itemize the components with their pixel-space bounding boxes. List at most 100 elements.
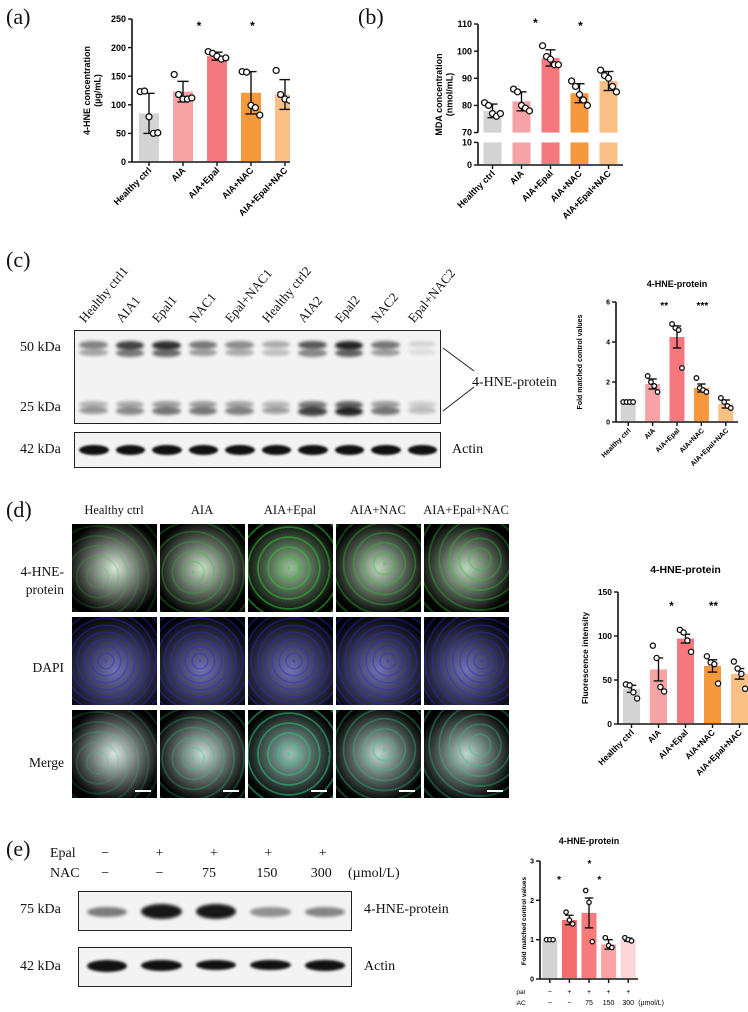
svg-text:Healthy ctrl: Healthy ctrl (455, 168, 497, 210)
svg-text:*: * (597, 875, 601, 886)
protein-band (371, 407, 400, 415)
svg-text:**: ** (709, 601, 718, 613)
protein-band (261, 349, 290, 356)
svg-text:*: * (588, 859, 592, 870)
svg-text:70: 70 (462, 128, 472, 138)
svg-text:50: 50 (603, 675, 613, 685)
svg-text:−: − (567, 1000, 571, 1007)
svg-text:*: * (669, 601, 674, 613)
protein-band (261, 401, 290, 408)
protein-band (225, 349, 254, 357)
nac-condition: 75 (202, 866, 216, 881)
protein-band (188, 407, 217, 415)
actin-band (225, 445, 255, 455)
actin-band (407, 445, 437, 455)
svg-text:100: 100 (598, 631, 612, 641)
if-image-4hne (160, 524, 245, 612)
chart-d-fluorescence-intensity: 0 50 100 150 Fluorescence intensity 4-HNE-pro… (580, 564, 748, 778)
svg-text:6: 6 (606, 299, 610, 306)
protein-band (371, 401, 400, 409)
protein-band (334, 401, 363, 410)
protein-band (152, 407, 181, 415)
scale-bar (223, 790, 239, 792)
row-label-4hne-line1: 4-HNE- (20, 564, 65, 579)
svg-text:AIA: AIA (645, 727, 662, 744)
protein-band (250, 907, 291, 917)
protein-band (371, 341, 400, 349)
svg-text:50: 50 (116, 129, 126, 139)
svg-text:Healthy ctrl: Healthy ctrl (596, 727, 636, 767)
protein-band (261, 407, 290, 415)
epal-condition: + (264, 846, 273, 861)
svg-text:AIA+Epal: AIA+Epal (186, 165, 221, 200)
protein-band (152, 341, 181, 350)
protein-band (79, 407, 108, 415)
protein-band (407, 407, 436, 414)
panel-label-c: (c) (6, 247, 31, 272)
target-label-e: 4-HNE-protein (364, 902, 449, 917)
svg-text:**: ** (660, 301, 668, 312)
scale-bar (311, 790, 327, 792)
nac-unit-label: (µmol/L) (348, 866, 400, 881)
lane-label: Epal+NAC2 (404, 265, 458, 326)
protein-band (188, 401, 217, 409)
column-label: Healthy ctrl (84, 503, 144, 517)
nac-condition: 150 (256, 866, 278, 881)
scale-bar (487, 790, 503, 792)
svg-text:200: 200 (111, 43, 126, 53)
blot-4hne-protein (74, 330, 441, 424)
protein-band (152, 349, 181, 357)
svg-text:3: 3 (530, 858, 534, 865)
actin-band (261, 445, 291, 455)
protein-band (195, 904, 237, 919)
if-image-merge (248, 710, 333, 798)
mw-75-label: 75 kDa (20, 902, 61, 917)
column-label: AIA+NAC (350, 503, 406, 517)
row-label-merge: Merge (29, 755, 64, 770)
svg-text:100: 100 (111, 100, 126, 110)
lane-label: AIA1 (112, 293, 144, 326)
if-image-merge (424, 710, 509, 798)
svg-text:*: * (557, 875, 561, 886)
svg-text:*: * (578, 19, 583, 33)
svg-text:Healthy ctrl: Healthy ctrl (112, 165, 154, 207)
actin-band (250, 960, 291, 971)
protein-band (371, 349, 400, 357)
actin-band (304, 960, 345, 971)
svg-text:0: 0 (607, 719, 612, 729)
protein-band (141, 904, 182, 919)
svg-text:10: 10 (462, 138, 472, 148)
svg-text:+: + (626, 989, 630, 996)
blot-e-4hne-protein (78, 891, 352, 931)
chart-a-4hne-concentration: 0 50 100 150 200 250 4-HNE concentration(µg/mL… (82, 14, 290, 218)
protein-band (261, 341, 290, 349)
if-image-4hne (336, 524, 421, 612)
if-image-dapi (248, 617, 333, 705)
actin-band (195, 960, 237, 971)
lane-label: Epal1 (148, 292, 180, 326)
protein-band (115, 407, 144, 415)
actin-band (87, 960, 128, 972)
svg-text:250: 250 (111, 14, 126, 24)
svg-text:100: 100 (457, 46, 472, 56)
svg-text:Fold matched control values: Fold matched control values (577, 314, 584, 409)
mw-25-label: 25 kDa (20, 400, 61, 415)
protein-band (115, 349, 144, 357)
svg-text:4-HNE-protein: 4-HNE-protein (647, 279, 708, 289)
svg-text:2: 2 (606, 379, 610, 386)
protein-band (225, 341, 254, 349)
svg-text:2: 2 (530, 898, 534, 905)
svg-text:4-HNE concentration(µg/mL): 4-HNE concentration(µg/mL) (82, 46, 102, 135)
protein-band (334, 349, 363, 358)
svg-text:4-HNE-protein: 4-HNE-protein (559, 836, 620, 846)
column-label: AIA+Epal+NAC (423, 503, 509, 517)
svg-text:AIA+NAC: AIA+NAC (220, 165, 256, 201)
chart-e-4hne-protein-nac-dose: 0 1 2 3 4-HNE-protein * * * Fold matched control… (516, 836, 664, 1007)
epal-condition: + (155, 846, 164, 861)
row-label-4hne: 4-HNE- protein (4, 563, 65, 599)
if-image-dapi (72, 617, 157, 705)
svg-text:NAC: NAC (516, 1000, 526, 1007)
svg-text:4: 4 (606, 339, 610, 346)
if-image-merge (160, 710, 245, 798)
